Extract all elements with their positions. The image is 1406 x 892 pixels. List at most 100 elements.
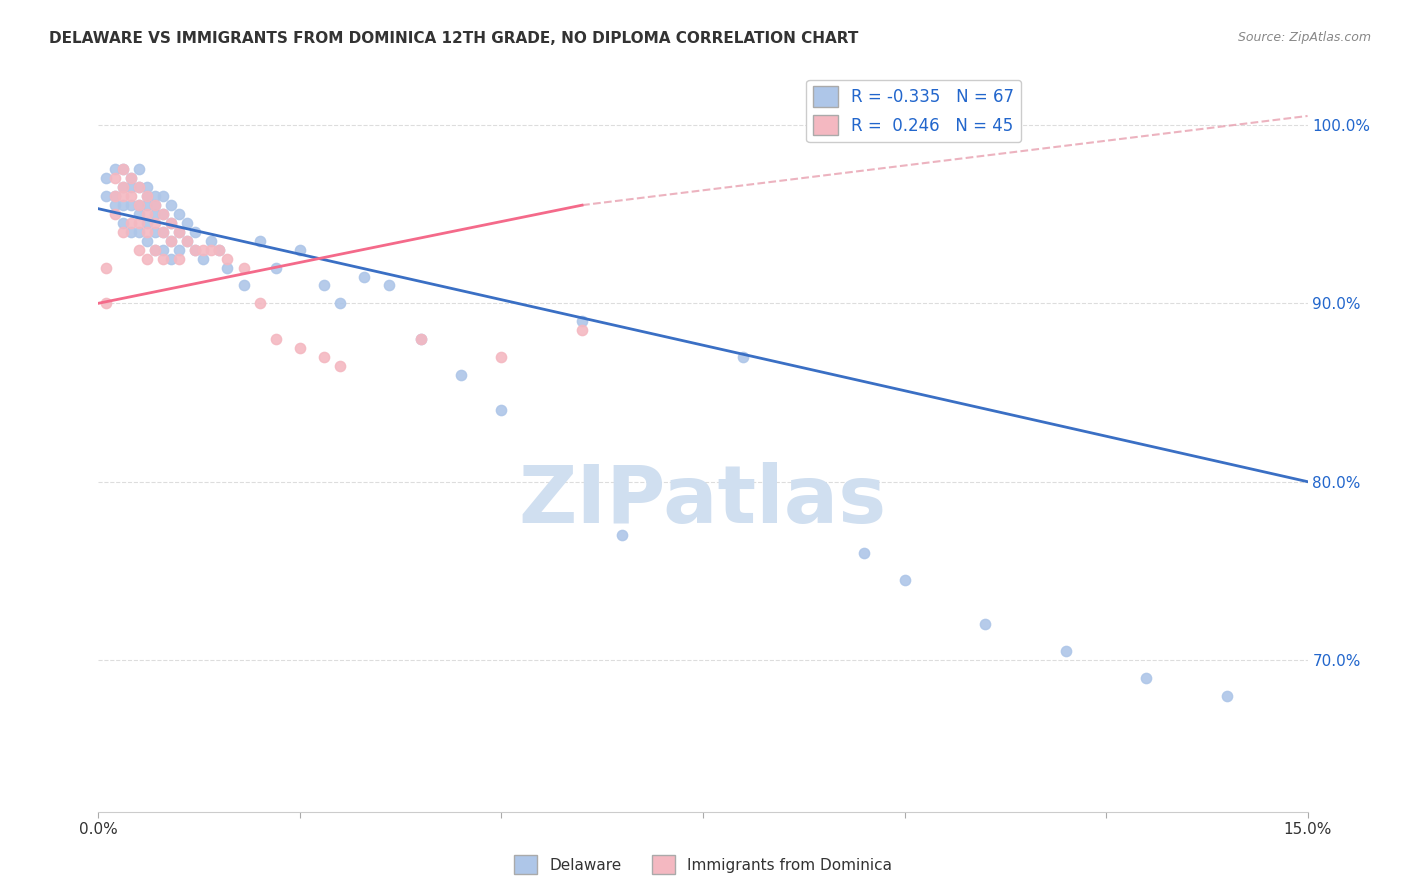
Point	[135, 216, 157, 230]
Point	[103, 162, 125, 177]
Point	[249, 234, 271, 248]
Point	[135, 198, 157, 212]
Point	[167, 252, 190, 266]
Point	[143, 207, 166, 221]
Point	[329, 359, 352, 373]
Point	[974, 617, 997, 632]
Point	[96, 171, 118, 186]
Point	[853, 546, 876, 560]
Point	[103, 198, 125, 212]
Point	[491, 403, 513, 417]
Point	[135, 207, 157, 221]
Point	[733, 350, 755, 364]
Point	[128, 198, 150, 212]
Point	[120, 171, 142, 186]
Point	[353, 269, 375, 284]
Text: ZIPatlas: ZIPatlas	[519, 462, 887, 540]
Point	[377, 278, 399, 293]
Point	[160, 234, 183, 248]
Point	[143, 189, 166, 203]
Point	[200, 234, 222, 248]
Point	[96, 260, 118, 275]
Point	[128, 198, 150, 212]
Point	[120, 171, 142, 186]
Point	[184, 243, 207, 257]
Point	[200, 243, 222, 257]
Point	[120, 225, 142, 239]
Point	[167, 225, 190, 239]
Point	[143, 243, 166, 257]
Point	[152, 243, 174, 257]
Point	[612, 528, 634, 542]
Point	[232, 278, 254, 293]
Point	[160, 198, 183, 212]
Point	[208, 243, 231, 257]
Point	[288, 243, 311, 257]
Point	[143, 216, 166, 230]
Point	[264, 332, 287, 346]
Point	[103, 189, 125, 203]
Point	[143, 198, 166, 212]
Point	[193, 243, 215, 257]
Point	[217, 260, 239, 275]
Legend: Delaware, Immigrants from Dominica: Delaware, Immigrants from Dominica	[508, 849, 898, 880]
Point	[176, 234, 198, 248]
Point	[167, 225, 190, 239]
Point	[409, 332, 432, 346]
Point	[264, 260, 287, 275]
Point	[193, 252, 215, 266]
Text: DELAWARE VS IMMIGRANTS FROM DOMINICA 12TH GRADE, NO DIPLOMA CORRELATION CHART: DELAWARE VS IMMIGRANTS FROM DOMINICA 12T…	[49, 31, 859, 46]
Legend: R = -0.335   N = 67, R =  0.246   N = 45: R = -0.335 N = 67, R = 0.246 N = 45	[807, 79, 1021, 142]
Point	[160, 216, 183, 230]
Point	[120, 198, 142, 212]
Point	[160, 216, 183, 230]
Point	[135, 189, 157, 203]
Point	[491, 350, 513, 364]
Point	[135, 180, 157, 194]
Point	[167, 243, 190, 257]
Point	[1135, 671, 1157, 685]
Point	[450, 368, 472, 382]
Point	[135, 225, 157, 239]
Point	[571, 314, 593, 328]
Point	[1054, 644, 1077, 658]
Point	[160, 234, 183, 248]
Point	[143, 198, 166, 212]
Point	[103, 189, 125, 203]
Point	[176, 234, 198, 248]
Point	[128, 180, 150, 194]
Point	[128, 216, 150, 230]
Point	[329, 296, 352, 310]
Point	[111, 180, 134, 194]
Point	[103, 207, 125, 221]
Point	[120, 189, 142, 203]
Point	[152, 207, 174, 221]
Point	[184, 225, 207, 239]
Point	[409, 332, 432, 346]
Point	[152, 225, 174, 239]
Point	[152, 207, 174, 221]
Point	[120, 216, 142, 230]
Point	[111, 216, 134, 230]
Point	[111, 225, 134, 239]
Point	[893, 573, 915, 587]
Point	[128, 243, 150, 257]
Point	[152, 225, 174, 239]
Point	[184, 243, 207, 257]
Point	[96, 189, 118, 203]
Point	[111, 198, 134, 212]
Point	[167, 207, 190, 221]
Point	[152, 252, 174, 266]
Point	[160, 252, 183, 266]
Point	[111, 162, 134, 177]
Point	[120, 180, 142, 194]
Point	[571, 323, 593, 337]
Point	[143, 243, 166, 257]
Point	[128, 225, 150, 239]
Point	[135, 234, 157, 248]
Point	[128, 162, 150, 177]
Point	[217, 252, 239, 266]
Point	[135, 189, 157, 203]
Point	[96, 296, 118, 310]
Point	[128, 180, 150, 194]
